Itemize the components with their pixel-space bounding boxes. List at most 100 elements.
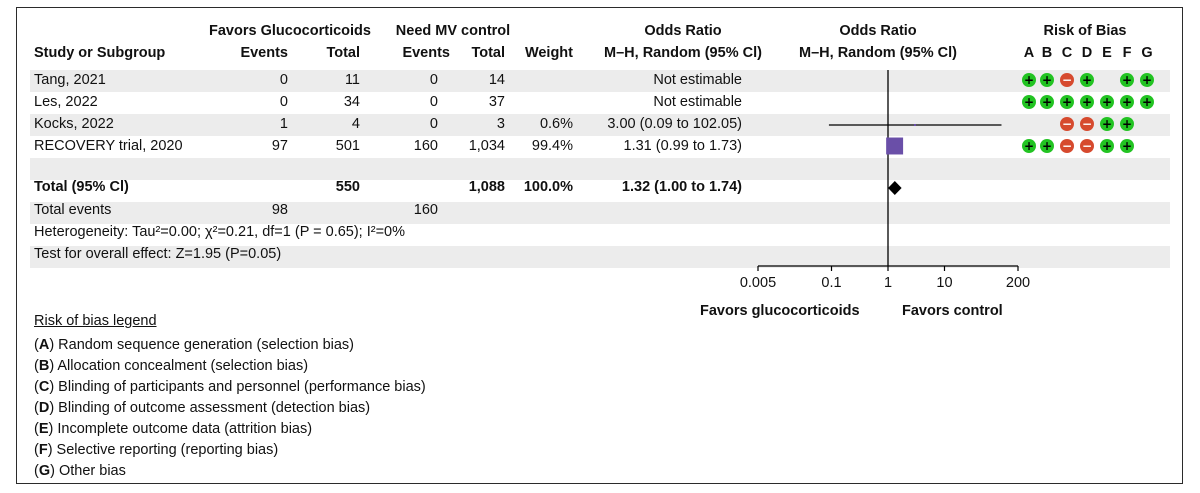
rob-letter: E (1102, 45, 1112, 61)
low-risk-icon: + (1080, 95, 1094, 109)
rob-header: Risk of Bias (1043, 23, 1127, 39)
rob-letter: D (1081, 45, 1093, 61)
legend-item: (E) Incomplete outcome data (attrition b… (34, 421, 313, 437)
legend-item: (C) Blinding of participants and personn… (34, 379, 426, 395)
or-text-subheader: M–H, Random (95% Cl) (604, 45, 762, 61)
legend-key: D (38, 400, 50, 416)
overall-effect-text: Test for overall effect: Z=1.95 (P=0.05) (34, 246, 282, 262)
total-events2: 160 (413, 202, 438, 218)
events2-cell: 0 (429, 116, 438, 132)
legend-text: ) Selective reporting (reporting bias) (47, 442, 279, 458)
or-text-header: Odds Ratio (644, 23, 722, 39)
x-axis-tick-label: 0.1 (821, 275, 841, 291)
weight-header: Weight (524, 45, 573, 61)
favors-right-label: Favors control (902, 303, 1003, 319)
rob-letter: C (1061, 45, 1073, 61)
total2-value: 1,088 (468, 179, 505, 195)
pooled-diamond (888, 181, 902, 195)
weight-cell: 99.4% (531, 138, 573, 154)
heterogeneity-text: Heterogeneity: Tau²=0.00; χ²=0.21, df=1 … (34, 224, 406, 240)
low-risk-icon: + (1100, 139, 1114, 153)
legend-key: B (38, 358, 50, 374)
or-text-cell: Not estimable (653, 72, 742, 88)
legend-item: (G) Other bias (34, 463, 126, 479)
or-text-cell: 1.31 (0.99 to 1.73) (623, 138, 743, 154)
low-risk-icon: + (1100, 117, 1114, 131)
legend-text: ) Incomplete outcome data (attrition bia… (48, 421, 313, 437)
study-name: Tang, 2021 (34, 72, 106, 88)
rob-letter: G (1141, 45, 1153, 61)
study-marker (886, 137, 904, 155)
low-risk-icon: + (1040, 95, 1054, 109)
events1-cell: 97 (271, 138, 288, 154)
low-risk-icon: + (1120, 95, 1134, 109)
legend-key: F (38, 442, 48, 458)
study-name: RECOVERY trial, 2020 (34, 138, 183, 154)
study-name: Les, 2022 (34, 94, 98, 110)
high-risk-icon: − (1060, 139, 1074, 153)
legend-key: E (38, 421, 49, 437)
high-risk-icon: − (1080, 117, 1094, 131)
events2-cell: 160 (413, 138, 438, 154)
events1-cell: 0 (279, 94, 288, 110)
weight-cell: 0.6% (539, 116, 573, 132)
row-band (30, 202, 1170, 224)
rob-letter: B (1041, 45, 1053, 61)
legend-text: ) Allocation concealment (selection bias… (49, 358, 309, 374)
study-name: Kocks, 2022 (34, 116, 114, 132)
row-band (30, 70, 1170, 92)
legend-item: (A) Random sequence generation (selectio… (34, 337, 355, 353)
events1-cell: 1 (279, 116, 288, 132)
low-risk-icon: + (1140, 73, 1154, 87)
legend-text: ) Blinding of participants and personnel… (49, 379, 426, 395)
total2-cell: 14 (488, 72, 505, 88)
total2-cell: 3 (496, 116, 505, 132)
row-band (30, 114, 1170, 136)
total2-cell: 37 (488, 94, 505, 110)
low-risk-icon: + (1040, 139, 1054, 153)
x-axis-tick-label: 10 (936, 275, 952, 291)
study-column-header: Study or Subgroup (34, 45, 166, 61)
or-plot-header: Odds Ratio (839, 23, 917, 39)
legend-text: ) Other bias (50, 463, 126, 479)
low-risk-icon: + (1080, 73, 1094, 87)
high-risk-icon: − (1080, 139, 1094, 153)
total1-value: 550 (335, 179, 360, 195)
favors-left-label: Favors glucocorticoids (700, 303, 860, 319)
events1-cell: 0 (279, 72, 288, 88)
group1-header: Favors Glucocorticoids (209, 23, 371, 39)
total1-cell: 501 (335, 138, 360, 154)
or-text-cell: 3.00 (0.09 to 102.05) (607, 116, 742, 132)
x-axis-tick-label: 200 (1006, 275, 1030, 291)
row-band (30, 246, 1170, 268)
rob-letter: F (1122, 45, 1132, 61)
low-risk-icon: + (1060, 95, 1074, 109)
low-risk-icon: + (1040, 73, 1054, 87)
events2-header: Events (402, 45, 450, 61)
legend-key: C (38, 379, 50, 395)
total-weight: 100.0% (523, 179, 573, 195)
legend-key: G (38, 463, 51, 479)
total-events1: 98 (271, 202, 288, 218)
low-risk-icon: + (1140, 95, 1154, 109)
legend-item: (B) Allocation concealment (selection bi… (34, 358, 309, 374)
total1-header: Total (326, 45, 360, 61)
events1-header: Events (240, 45, 288, 61)
low-risk-icon: + (1120, 139, 1134, 153)
low-risk-icon: + (1120, 73, 1134, 87)
row-band (30, 158, 1170, 180)
total1-cell: 4 (351, 116, 360, 132)
total1-cell: 34 (343, 94, 360, 110)
x-axis-tick-label: 0.005 (740, 275, 776, 291)
total2-header: Total (471, 45, 505, 61)
events2-cell: 0 (429, 94, 438, 110)
low-risk-icon: + (1022, 139, 1036, 153)
legend-item: (D) Blinding of outcome assessment (dete… (34, 400, 371, 416)
total2-cell: 1,034 (468, 138, 505, 154)
or-plot-subheader: M–H, Random (95% Cl) (799, 45, 957, 61)
legend-item: (F) Selective reporting (reporting bias) (34, 442, 279, 458)
total1-cell: 11 (344, 72, 360, 88)
rob-letter: A (1023, 45, 1035, 61)
or-text-cell: Not estimable (653, 94, 742, 110)
